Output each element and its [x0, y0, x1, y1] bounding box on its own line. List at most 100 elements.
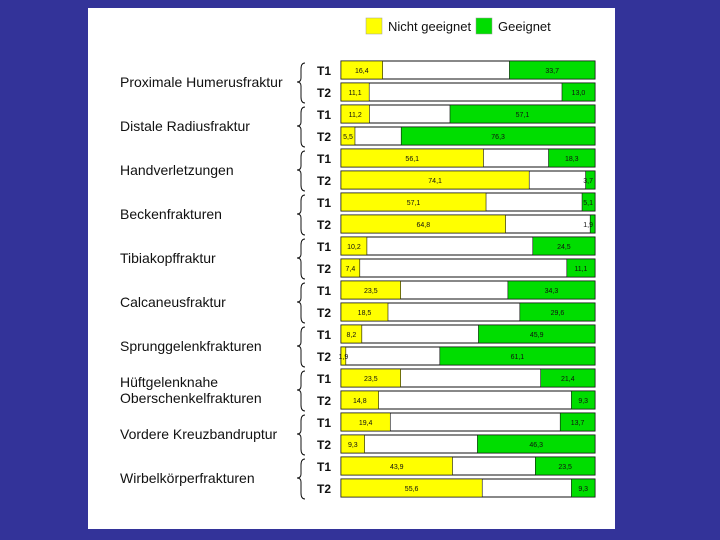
value-label-nicht-geeignet: 23,5 [364, 376, 378, 383]
time-label: T1 [317, 328, 331, 342]
bar-segment-geeignet [532, 236, 596, 256]
bar-segment-nicht-geeignet [340, 192, 487, 212]
bar-segment-geeignet [540, 368, 596, 388]
value-label-nicht-geeignet: 9,3 [348, 442, 358, 449]
bar-segment-nicht-geeignet [340, 126, 356, 146]
bar-segment-geeignet [439, 346, 596, 366]
value-label-nicht-geeignet: 11,1 [349, 90, 362, 97]
category-label: Wirbelkörperfrakturen [120, 470, 255, 486]
bar-segment-nicht-geeignet [340, 456, 453, 476]
value-label-geeignet: 9,3 [578, 486, 588, 493]
bar-segment-geeignet [400, 126, 596, 146]
bar-background [340, 82, 596, 102]
category-label: Tibiakopffraktur [120, 250, 216, 266]
category-label: Sprunggelenkfrakturen [120, 338, 262, 354]
value-label-geeignet: 9,3 [578, 398, 588, 405]
time-label: T1 [317, 196, 331, 210]
time-label: T2 [317, 482, 331, 496]
bar-segment-geeignet [507, 280, 596, 300]
value-label-nicht-geeignet: 56,1 [405, 156, 419, 163]
time-label: T2 [317, 218, 331, 232]
value-label-geeignet: 46,3 [529, 442, 543, 449]
time-label: T1 [317, 372, 331, 386]
bar-segment-geeignet [519, 302, 596, 322]
time-label: T2 [317, 306, 331, 320]
legend-swatch-geeignet [475, 17, 493, 35]
bar-segment-nicht-geeignet [340, 368, 401, 388]
bar-segment-geeignet [449, 104, 596, 124]
legend-swatch-nicht-geeignet [365, 17, 383, 35]
value-label-geeignet: 61,1 [511, 354, 525, 361]
bar-segment-nicht-geeignet [340, 214, 506, 234]
category-brace [296, 458, 306, 500]
bar-segment-nicht-geeignet [340, 412, 391, 432]
value-label-nicht-geeignet: 10,2 [347, 244, 361, 251]
value-label-nicht-geeignet: 18,5 [358, 310, 372, 317]
category-label: Beckenfrakturen [120, 206, 222, 222]
time-label: T1 [317, 416, 331, 430]
value-label-geeignet: 29,6 [551, 310, 565, 317]
bar-segment-nicht-geeignet [340, 280, 401, 300]
bar-segment-geeignet [478, 324, 596, 344]
value-label-nicht-geeignet: 74,1 [428, 178, 442, 185]
value-label-nicht-geeignet: 1,9 [339, 354, 349, 361]
value-label-geeignet: 23,5 [558, 464, 572, 471]
bar-segment-nicht-geeignet [340, 434, 365, 454]
time-label: T2 [317, 262, 331, 276]
time-label: T2 [317, 394, 331, 408]
category-label: Proximale Humerusfraktur [120, 74, 283, 90]
bar-segment-geeignet [571, 478, 596, 498]
bar-segment-nicht-geeignet [340, 258, 361, 278]
bar-background [340, 390, 596, 410]
value-label-nicht-geeignet: 16,4 [355, 68, 369, 75]
bar-segment-geeignet [589, 214, 596, 234]
category-brace [296, 326, 306, 368]
time-label: T1 [317, 64, 331, 78]
value-label-geeignet: 45,9 [530, 332, 544, 339]
value-label-nicht-geeignet: 5,5 [343, 134, 353, 141]
bar-segment-nicht-geeignet [340, 302, 389, 322]
bar-segment-geeignet [585, 170, 596, 190]
category-brace [296, 62, 306, 104]
bar-segment-geeignet [535, 456, 596, 476]
category-brace [296, 194, 306, 236]
bar-segment-nicht-geeignet [340, 478, 483, 498]
bar-segment-geeignet [571, 390, 596, 410]
value-label-geeignet: 33,7 [545, 68, 559, 75]
time-label: T1 [317, 284, 331, 298]
value-label-nicht-geeignet: 7,4 [346, 266, 356, 273]
time-label: T2 [317, 86, 331, 100]
bar-segment-geeignet [548, 148, 596, 168]
value-label-geeignet: 1,9 [583, 222, 593, 229]
category-brace [296, 370, 306, 412]
category-label: Calcaneusfraktur [120, 294, 226, 310]
bar-segment-nicht-geeignet [340, 82, 370, 102]
bar-segment-geeignet [559, 412, 596, 432]
bar-background [340, 258, 596, 278]
time-label: T1 [317, 460, 331, 474]
value-label-geeignet: 11,1 [574, 266, 587, 273]
legend-label-geeignet: Geeignet [498, 19, 551, 34]
category-brace [296, 238, 306, 280]
value-label-geeignet: 24,5 [557, 244, 571, 251]
bar-segment-nicht-geeignet [340, 324, 363, 344]
value-label-nicht-geeignet: 55,6 [405, 486, 419, 493]
bar-segment-nicht-geeignet [340, 236, 368, 256]
value-label-nicht-geeignet: 11,2 [349, 112, 362, 119]
category-brace [296, 150, 306, 192]
bar-segment-nicht-geeignet [340, 170, 530, 190]
value-label-nicht-geeignet: 64,8 [416, 222, 430, 229]
bar-segment-geeignet [561, 82, 596, 102]
bar-segment-geeignet [581, 192, 596, 212]
bar-segment-nicht-geeignet [340, 104, 370, 124]
value-label-nicht-geeignet: 43,9 [390, 464, 404, 471]
time-label: T2 [317, 350, 331, 364]
time-label: T2 [317, 174, 331, 188]
bar-segment-nicht-geeignet [340, 346, 347, 366]
value-label-geeignet: 13,0 [572, 90, 586, 97]
value-label-geeignet: 18,3 [565, 156, 579, 163]
value-label-geeignet: 3,7 [583, 178, 593, 185]
value-label-nicht-geeignet: 14,8 [353, 398, 367, 405]
legend-label-nicht-geeignet: Nicht geeignet [388, 19, 471, 34]
value-label-geeignet: 34,3 [545, 288, 559, 295]
